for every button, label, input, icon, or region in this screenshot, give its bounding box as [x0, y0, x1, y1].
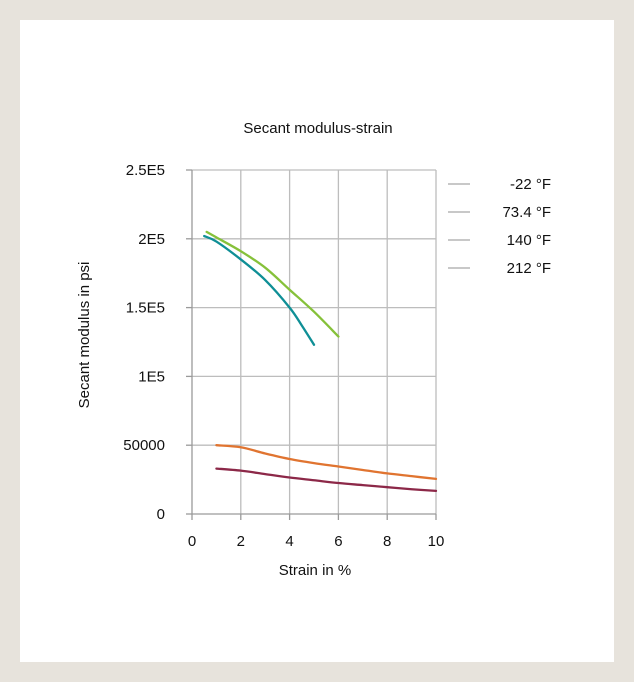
x-tick-label: 8 [383, 533, 391, 550]
y-tick-label: 2.5E5 [126, 162, 165, 179]
x-tick-label: 2 [237, 533, 245, 550]
legend-label: 73.4 °F [502, 204, 551, 221]
x-tick-label: 0 [188, 533, 196, 550]
plot-series [203, 230, 438, 493]
y-tick-label: 0 [157, 506, 165, 523]
y-tick-label: 50000 [123, 437, 165, 454]
series-line-1 [205, 230, 340, 338]
chart-card [20, 20, 614, 662]
y-tick-label: 2E5 [138, 231, 165, 248]
plot-axes [186, 169, 437, 520]
y-axis-label: Secant modulus in psi [76, 262, 93, 409]
chart-title: Secant modulus-strain [243, 120, 392, 137]
legend-label: 212 °F [507, 260, 551, 277]
chart-legend: -22 °F 73.4 °F 140 °F 212 °F [448, 176, 551, 277]
legend-label: 140 °F [507, 232, 551, 249]
plot-grid [192, 169, 437, 514]
legend-label: -22 °F [510, 176, 551, 193]
x-tick-label: 4 [285, 533, 293, 550]
x-tick-label: 6 [334, 533, 342, 550]
y-tick-label: 1.5E5 [126, 300, 165, 317]
series-line-2 [215, 444, 438, 481]
series-line-3 [215, 467, 438, 493]
tick-labels: 0 2 4 6 8 10 0 50000 1E5 1.5E5 2E5 2.5E5 [123, 162, 444, 550]
x-tick-label: 10 [428, 533, 445, 550]
x-axis-label: Strain in % [279, 562, 352, 579]
y-tick-label: 1E5 [138, 368, 165, 385]
series-line-0 [203, 234, 316, 346]
